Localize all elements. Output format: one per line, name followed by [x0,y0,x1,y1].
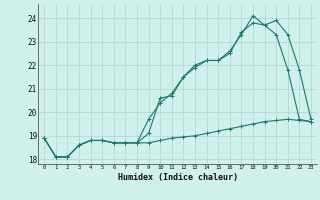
X-axis label: Humidex (Indice chaleur): Humidex (Indice chaleur) [118,173,238,182]
